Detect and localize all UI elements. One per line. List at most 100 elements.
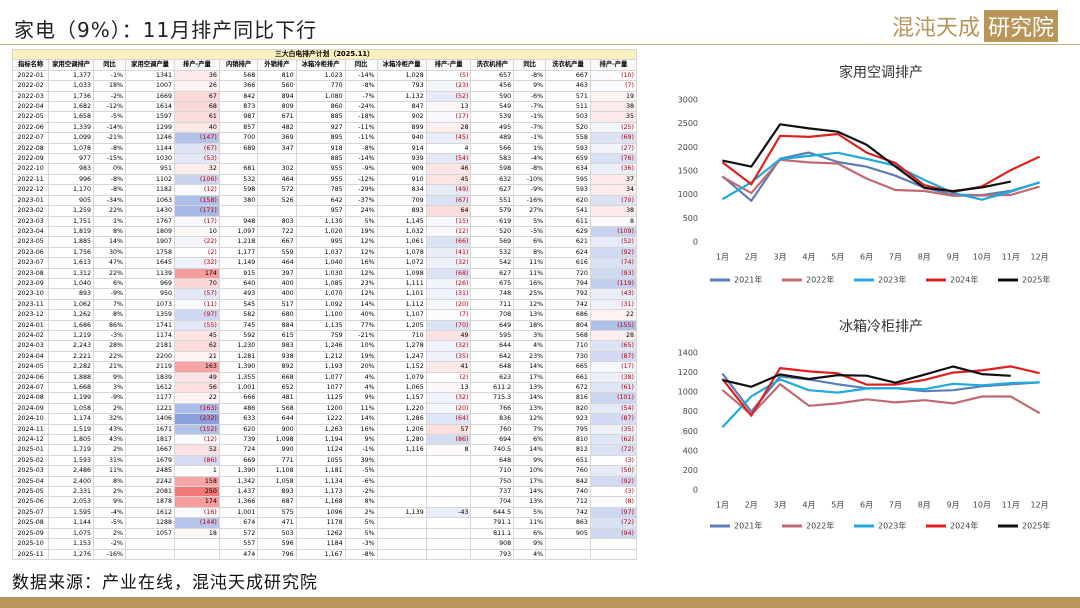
- table-cell: 62: [174, 340, 220, 352]
- table-cell: -8%: [513, 163, 547, 175]
- table-cell: (57): [174, 288, 220, 300]
- table-cell: 31%: [93, 454, 127, 467]
- table-cell: [125, 548, 176, 560]
- table-cell: 68: [174, 101, 220, 113]
- table-cell: 2025-06: [11, 496, 50, 508]
- page-title: 家电（9%）：11月排产同比下行: [14, 18, 318, 42]
- table-cell: 1096: [295, 506, 346, 519]
- table-cell: 28: [425, 121, 472, 134]
- table-cell: 1,218: [218, 236, 259, 248]
- table-cell: 742: [545, 298, 591, 311]
- table-cell: (41): [425, 246, 472, 259]
- table-cell: (12): [174, 434, 220, 446]
- table-cell: 793: [376, 80, 427, 92]
- table-cell: 61: [174, 111, 220, 123]
- table-cell: 545: [218, 298, 259, 311]
- table-cell: -34%: [93, 194, 127, 207]
- table-cell: 1741: [125, 319, 176, 331]
- table-cell: 1,078: [376, 246, 427, 259]
- table-cell: 1878: [125, 496, 176, 508]
- table-cell: (70): [425, 319, 472, 331]
- table-cell: 847: [376, 101, 427, 113]
- table-cell: 1,033: [48, 80, 95, 92]
- table-cell: (31): [425, 288, 472, 300]
- table-cell: (3): [589, 454, 638, 467]
- column-header: 同比: [344, 59, 378, 71]
- table-cell: 842: [545, 475, 591, 488]
- table-cell: 1,593: [48, 454, 95, 467]
- table-cell: 1,682: [48, 101, 95, 113]
- table-cell: 1,355: [218, 371, 259, 384]
- table-cell: 1,390: [218, 465, 259, 477]
- table-cell: 1,220: [376, 402, 427, 415]
- table-cell: (72): [589, 517, 638, 529]
- table-cell: 644: [470, 340, 515, 352]
- table-row: 2023-08 1,312 22% 1139 174 915 397 1,030 12% 1,09…: [11, 267, 638, 279]
- table-cell: 13%: [513, 309, 547, 321]
- table-cell: 2023-12: [11, 309, 50, 321]
- table-cell: 571: [545, 90, 591, 103]
- table-cell: 2023-02: [11, 205, 50, 217]
- table-cell: (158): [174, 194, 220, 207]
- table-cell: 1222: [295, 413, 346, 425]
- table-cell: -7%: [513, 101, 547, 113]
- table-cell: 652: [257, 381, 297, 394]
- y-tick-label: 1000: [678, 388, 698, 397]
- table-cell: 632: [470, 173, 515, 186]
- table-cell: 794: [545, 277, 591, 290]
- table-cell: 9%: [93, 496, 127, 508]
- table-cell: 680: [257, 309, 297, 321]
- table-cell: -4%: [513, 153, 547, 165]
- x-tick-label: 1月: [716, 501, 729, 510]
- series-line: [722, 123, 1012, 193]
- table-cell: 899: [376, 121, 427, 134]
- table-cell: 760: [545, 465, 591, 477]
- table-cell: 1,030: [295, 267, 346, 279]
- x-tick-label: 12月: [1030, 501, 1048, 510]
- table-cell: 2025-03: [11, 465, 50, 477]
- legend-label: 2023年: [878, 275, 906, 285]
- x-tick-label: 5月: [831, 501, 844, 510]
- table-cell: 1,101: [376, 288, 427, 300]
- table-cell: 2,282: [48, 361, 95, 373]
- table-cell: 1055: [295, 454, 346, 467]
- table-cell: [425, 475, 472, 488]
- table-cell: 977: [48, 153, 95, 165]
- table-cell: 1,098: [376, 267, 427, 279]
- table-row: 2022-04 1,682 -12% 1614 68 873 809 860 -24% 847 13…: [11, 101, 638, 113]
- table-cell: 8%: [93, 225, 127, 238]
- table-cell: 1,262: [48, 309, 95, 321]
- table-cell: -11%: [344, 132, 378, 144]
- table-cell: (7): [589, 80, 638, 92]
- table-cell: 2,400: [48, 475, 95, 488]
- table-cell: -7%: [344, 90, 378, 103]
- table-cell: 14%: [344, 413, 378, 425]
- table-cell: 9%: [513, 538, 547, 550]
- table-cell: 45: [425, 173, 472, 186]
- table-cell: 1,170: [48, 184, 95, 196]
- column-header: 洗衣机排产: [470, 59, 515, 71]
- table-cell: 1,286: [376, 413, 427, 425]
- table-cell: 592: [218, 329, 259, 342]
- table-cell: (67): [174, 142, 220, 155]
- table-cell: -9%: [513, 184, 547, 196]
- table-cell: 8%: [93, 475, 127, 488]
- table-cell: 1288: [125, 517, 176, 529]
- table-cell: 983: [48, 163, 95, 175]
- table-cell: 760: [470, 423, 515, 436]
- table-cell: 20%: [344, 361, 378, 373]
- table-cell: 669: [218, 454, 259, 467]
- table-cell: 526: [257, 194, 297, 207]
- table-cell: (26): [425, 277, 472, 290]
- table-cell: 810: [545, 434, 591, 446]
- table-cell: 2023-11: [11, 298, 50, 311]
- table-cell: (68): [425, 267, 472, 279]
- table-cell: [376, 527, 427, 540]
- table-cell: (20): [425, 402, 472, 415]
- table-cell: 1,099: [48, 132, 95, 144]
- table-cell: -4%: [93, 506, 127, 519]
- table-cell: 2023-04: [11, 225, 50, 238]
- table-cell: [425, 454, 472, 467]
- table-cell: (11): [174, 298, 220, 311]
- table-row: 2024-06 1,888 9% 1839 49 1,355 668 1,077 4% 1,079…: [11, 371, 638, 384]
